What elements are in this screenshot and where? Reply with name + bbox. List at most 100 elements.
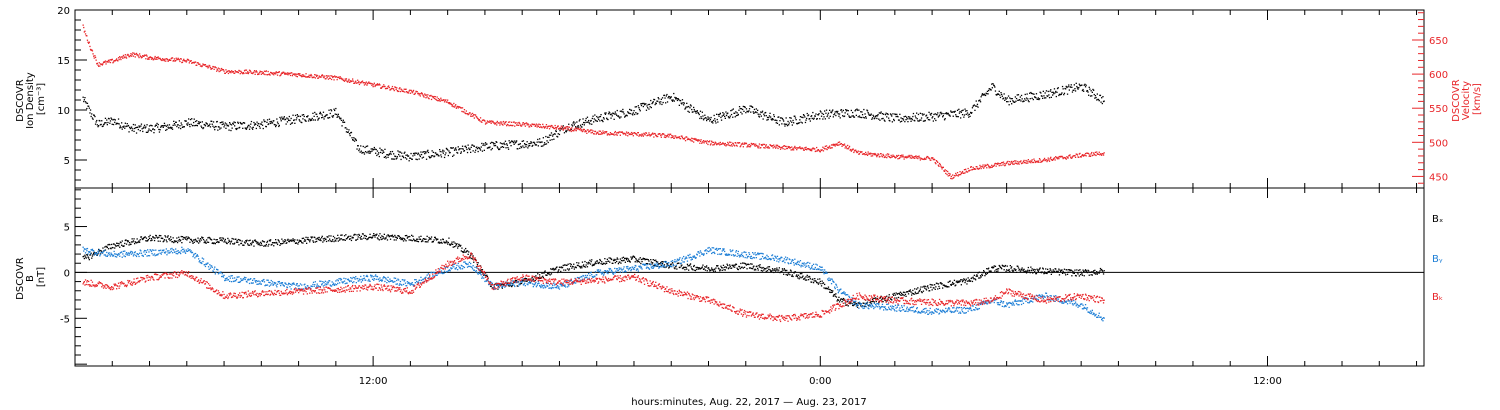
data-point (328, 235, 330, 237)
data-point (850, 109, 852, 112)
data-point (640, 104, 643, 107)
data-point (1070, 84, 1072, 86)
data-point (876, 117, 878, 120)
data-point (922, 120, 925, 122)
data-point (456, 151, 458, 154)
data-point (993, 266, 995, 268)
data-point (1025, 159, 1027, 162)
data-point (788, 271, 790, 274)
data-point (441, 151, 443, 153)
data-point (1043, 159, 1045, 161)
data-point (795, 119, 797, 121)
data-point (1007, 95, 1010, 97)
data-point (321, 237, 323, 239)
data-point (134, 53, 136, 55)
data-point (637, 132, 639, 134)
data-point (98, 125, 100, 127)
data-point (388, 154, 390, 156)
data-point (624, 115, 626, 117)
data-point (687, 137, 689, 140)
data-point (295, 119, 297, 121)
data-point (757, 146, 759, 148)
data-point (123, 56, 125, 58)
data-point (832, 295, 834, 297)
data-point (623, 113, 625, 115)
data-point (965, 280, 967, 282)
data-point (696, 110, 698, 112)
data-point (107, 59, 110, 61)
data-point (942, 115, 944, 117)
data-point (120, 126, 122, 129)
data-point (131, 54, 133, 56)
data-point (196, 62, 198, 64)
data-point (697, 112, 699, 114)
data-point (674, 96, 676, 99)
data-point (356, 234, 358, 236)
data-point (130, 53, 132, 55)
data-point (514, 280, 516, 282)
data-point (827, 146, 829, 149)
data-point (386, 154, 389, 156)
data-point (390, 153, 392, 155)
data-point (363, 84, 366, 86)
data-point (475, 114, 477, 116)
data-point (913, 293, 915, 295)
data-point (311, 117, 313, 120)
data-point (568, 126, 571, 128)
data-point (94, 115, 96, 118)
data-point (530, 141, 532, 143)
data-point (905, 155, 907, 158)
data-point (1003, 93, 1005, 95)
data-point (550, 132, 553, 134)
data-point (499, 148, 501, 150)
data-point (543, 126, 545, 128)
data-point (690, 105, 692, 107)
data-point (150, 58, 153, 60)
data-point (241, 123, 243, 125)
data-point (948, 172, 950, 175)
data-point (543, 272, 545, 274)
data-point (855, 114, 857, 116)
data-point (466, 250, 469, 252)
data-point (160, 126, 162, 128)
data-point (788, 122, 790, 124)
data-point (715, 142, 717, 144)
data-point (853, 150, 856, 152)
data-point (341, 78, 343, 81)
data-point (188, 237, 190, 239)
data-point (454, 242, 456, 244)
data-point (1078, 83, 1080, 85)
data-point (628, 112, 630, 114)
data-point (614, 259, 616, 262)
data-point (994, 265, 997, 267)
data-point (357, 145, 359, 147)
data-point (84, 256, 87, 258)
data-point (692, 269, 694, 271)
data-point (589, 259, 591, 261)
data-point (237, 238, 239, 241)
data-point (336, 237, 338, 240)
data-point (155, 58, 157, 60)
data-point (999, 96, 1002, 99)
data-point (198, 242, 200, 244)
data-point (350, 131, 353, 134)
data-point (154, 125, 156, 127)
data-point (434, 155, 436, 157)
data-point (383, 151, 385, 153)
data-point (640, 134, 642, 136)
data-point (806, 274, 808, 276)
data-point (283, 242, 285, 244)
data-point (653, 99, 656, 101)
data-point (359, 151, 361, 153)
data-point (918, 155, 920, 157)
data-point (779, 146, 781, 148)
data-point (191, 62, 193, 64)
data-point (218, 70, 220, 73)
data-point (428, 98, 430, 100)
data-point (1050, 156, 1052, 158)
data-point (422, 95, 425, 97)
data-point (452, 106, 454, 108)
data-point (155, 235, 157, 237)
data-point (501, 284, 503, 286)
data-point (286, 239, 289, 241)
